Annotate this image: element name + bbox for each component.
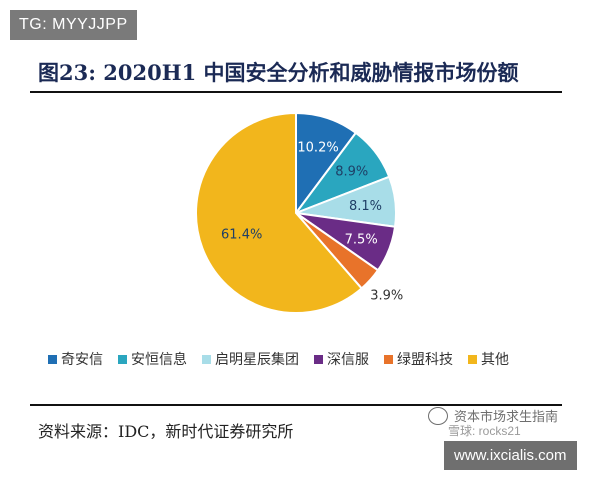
- source-rule: [30, 404, 562, 406]
- legend-item: 奇安信: [48, 349, 103, 369]
- legend-item: 安恒信息: [118, 349, 187, 369]
- chart-title: 图23: 2020H1 中国安全分析和威胁情报市场份额: [38, 60, 519, 85]
- watermark-subtext: 雪球: rocks21: [448, 424, 521, 438]
- legend-label: 其他: [481, 352, 509, 368]
- source-note: 资料来源：IDC，新时代证券研究所: [38, 422, 294, 441]
- legend-label: 安恒信息: [131, 352, 187, 368]
- pie-label-5: 61.4%: [221, 227, 262, 242]
- legend-item: 其他: [468, 349, 509, 369]
- pie-label-2: 8.1%: [349, 199, 382, 214]
- legend-label: 启明星辰集团: [215, 352, 299, 368]
- legend-swatch: [118, 354, 127, 364]
- legend-swatch: [202, 354, 211, 364]
- pie-label-4: 3.9%: [370, 289, 403, 304]
- pie-label-3: 7.5%: [345, 233, 378, 248]
- title-rule: [30, 91, 562, 93]
- watermark: 资本市场求生指南: [428, 406, 558, 425]
- url-tag: www.ixcialis.com: [444, 441, 577, 470]
- legend-swatch: [48, 354, 57, 364]
- chart-legend: 奇安信 安恒信息 启明星辰集团 深信服 绿盟科技 其他: [48, 349, 509, 369]
- chat-icon: [428, 406, 448, 425]
- legend-label: 深信服: [327, 352, 369, 368]
- pie-label-0: 10.2%: [297, 141, 338, 156]
- legend-item: 启明星辰集团: [202, 349, 299, 369]
- overlay-tag: TG: MYYJJPP: [10, 10, 137, 40]
- legend-swatch: [384, 354, 393, 364]
- legend-item: 绿盟科技: [384, 349, 453, 369]
- legend-label: 奇安信: [61, 352, 103, 368]
- pie-label-1: 8.9%: [335, 165, 368, 180]
- legend-item: 深信服: [314, 349, 369, 369]
- legend-swatch: [468, 354, 477, 364]
- pie-slice-5: [195, 111, 364, 314]
- legend-swatch: [314, 354, 323, 364]
- legend-label: 绿盟科技: [397, 352, 453, 368]
- watermark-text: 资本市场求生指南: [454, 410, 559, 425]
